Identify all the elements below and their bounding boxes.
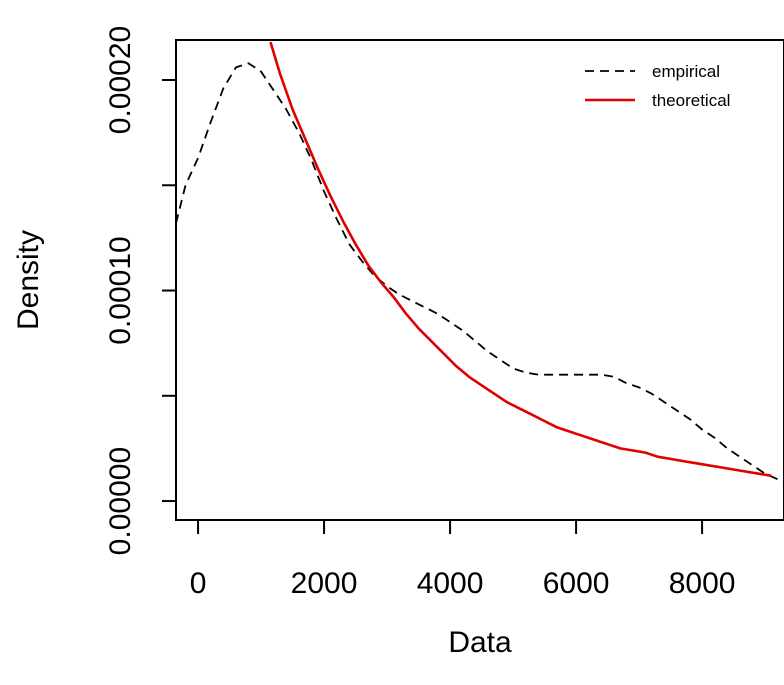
x-tick-label-4000: 4000	[417, 567, 484, 600]
plot-lines	[176, 41, 784, 483]
x-axis: 0 2000 4000 6000 8000	[190, 520, 736, 600]
x-tick-label-8000: 8000	[669, 567, 736, 600]
y-tick-label-4: 0.00020	[104, 26, 137, 134]
y-tick-label-2: 0.00010	[104, 236, 137, 344]
x-tick-label-6000: 6000	[543, 567, 610, 600]
legend-label-empirical: empirical	[652, 62, 720, 81]
legend-label-theoretical: theoretical	[652, 91, 730, 110]
legend: empirical theoretical	[585, 62, 730, 110]
y-axis: 0.00000 0.00010 0.00020	[104, 26, 176, 555]
x-axis-label: Data	[448, 626, 512, 659]
x-tick-label-2000: 2000	[291, 567, 358, 600]
x-tick-label-0: 0	[190, 567, 207, 600]
y-tick-label-0: 0.00000	[104, 447, 137, 555]
series-line-theoretical	[269, 41, 772, 478]
plot-frame	[175, 39, 784, 521]
series-line-empirical	[176, 62, 784, 483]
y-axis-label: Density	[12, 230, 45, 330]
